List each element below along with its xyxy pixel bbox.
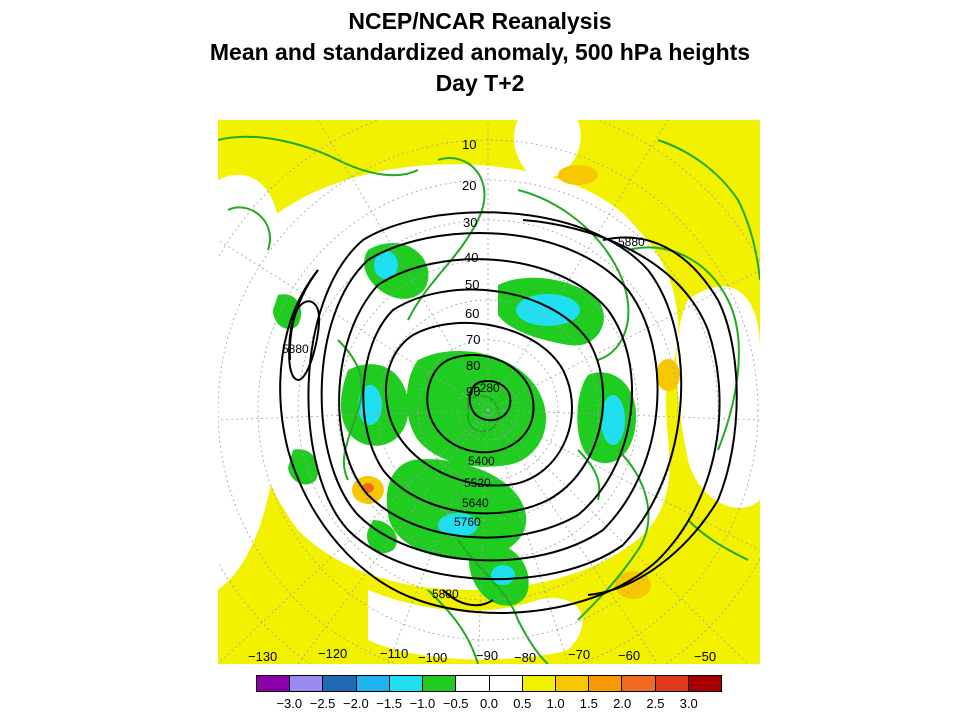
colorbar-swatch bbox=[323, 676, 357, 691]
lon-label-70: −70 bbox=[568, 647, 590, 662]
lon-label-60: −60 bbox=[618, 648, 640, 663]
lat-label-40: 40 bbox=[464, 250, 478, 265]
colorbar-labels: −3.0 −2.5 −2.0 −1.5 −1.0 −0.5 0.0 0.5 1.0 1.5 2.0 2… bbox=[256, 696, 722, 716]
positive-patch bbox=[558, 165, 598, 185]
lat-label-80: 80 bbox=[466, 358, 480, 373]
height-contours bbox=[279, 211, 738, 614]
colorbar bbox=[256, 675, 722, 692]
figure-title: NCEP/NCAR Reanalysis Mean and standardiz… bbox=[0, 6, 960, 99]
negative-strong-cores bbox=[358, 251, 625, 585]
colorbar-tick-label: −3.0 bbox=[276, 696, 303, 711]
lat-label-60: 60 bbox=[465, 306, 479, 321]
colorbar-tick-label: −2.5 bbox=[309, 696, 336, 711]
colorbar-tick-label: 1.0 bbox=[546, 696, 565, 711]
lon-label-90: −90 bbox=[476, 648, 498, 663]
graticule bbox=[218, 120, 760, 664]
positive-patch bbox=[615, 571, 651, 599]
lon-label-100: −100 bbox=[418, 650, 447, 664]
colorbar-tick-label: 3.0 bbox=[679, 696, 698, 711]
colorbar-swatch bbox=[555, 676, 590, 691]
map-svg: 5280 5400 5520 5640 5760 5880 5880 5880 … bbox=[218, 120, 760, 664]
lat-label-20: 20 bbox=[462, 178, 476, 193]
colorbar-swatch bbox=[456, 676, 490, 691]
colorbar-swatch bbox=[257, 676, 291, 691]
longitude-labels: −130 −120 −110 −100 −90 −80 −70 −60 −50 bbox=[248, 646, 716, 664]
lon-label-130: −130 bbox=[248, 649, 277, 664]
near-zero-region-top bbox=[514, 120, 581, 180]
colorbar-tick-label: 2.0 bbox=[613, 696, 632, 711]
lat-label-10: 10 bbox=[462, 137, 476, 152]
contour-label-5520: 5520 bbox=[464, 476, 491, 490]
colorbar-swatch bbox=[290, 676, 324, 691]
colorbar-tick-label: −1.0 bbox=[409, 696, 436, 711]
colorbar-swatch bbox=[356, 676, 390, 691]
colorbar-tick-label: 0.0 bbox=[479, 696, 499, 711]
lon-label-50: −50 bbox=[694, 649, 716, 664]
hemisphere-map: 5280 5400 5520 5640 5760 5880 5880 5880 … bbox=[218, 120, 760, 664]
colorbar-tick-label: 2.5 bbox=[646, 696, 665, 711]
title-line-3: Day T+2 bbox=[435, 70, 525, 96]
lon-label-120: −120 bbox=[318, 646, 347, 661]
lon-label-110: −110 bbox=[380, 646, 408, 661]
colorbar-swatch bbox=[622, 676, 656, 691]
colorbar-swatch bbox=[589, 676, 623, 691]
colorbar-swatch bbox=[522, 676, 556, 691]
title-line-2: Mean and standardized anomaly, 500 hPa h… bbox=[209, 39, 751, 65]
contour-label-5400: 5400 bbox=[468, 454, 495, 468]
near-zero-region-left bbox=[218, 174, 286, 590]
lat-label-90: 90 bbox=[466, 384, 480, 399]
colorbar-swatch bbox=[489, 676, 523, 691]
colorbar-swatch bbox=[423, 676, 457, 691]
contour-label-5640: 5640 bbox=[462, 496, 489, 510]
latitude-labels: 10 20 30 40 50 60 70 80 90 bbox=[462, 137, 480, 399]
contour-label-5280: 5280 bbox=[473, 381, 500, 395]
contour-label-5880-left: 5880 bbox=[282, 342, 309, 356]
colorbar-swatch bbox=[688, 676, 722, 691]
colorbar-tick-label: 1.5 bbox=[579, 696, 598, 711]
contour-label-5880-right: 5880 bbox=[618, 235, 645, 249]
contour-label-5760: 5760 bbox=[454, 515, 481, 529]
lat-label-70: 70 bbox=[466, 332, 480, 347]
colorbar-swatch bbox=[389, 676, 424, 691]
colorbar-tick-label: −0.5 bbox=[442, 696, 469, 711]
near-zero-region-bottom bbox=[368, 590, 583, 660]
coastlines bbox=[218, 135, 760, 664]
colorbar-swatch bbox=[655, 676, 689, 691]
title-line-1: NCEP/NCAR Reanalysis bbox=[348, 8, 612, 34]
positive-patch bbox=[656, 359, 680, 391]
contour-label-5880-bottom: 5880 bbox=[432, 587, 459, 601]
colorbar-tick-label: −2.0 bbox=[343, 696, 369, 711]
lat-label-50: 50 bbox=[465, 277, 479, 292]
contour-labels: 5280 5400 5520 5640 5760 5880 5880 5880 bbox=[282, 235, 645, 601]
colorbar-tick-label: 0.5 bbox=[513, 696, 532, 711]
lat-label-30: 30 bbox=[463, 215, 477, 230]
lon-label-80: −80 bbox=[514, 650, 536, 664]
colorbar-tick-label: −1.5 bbox=[376, 696, 402, 711]
